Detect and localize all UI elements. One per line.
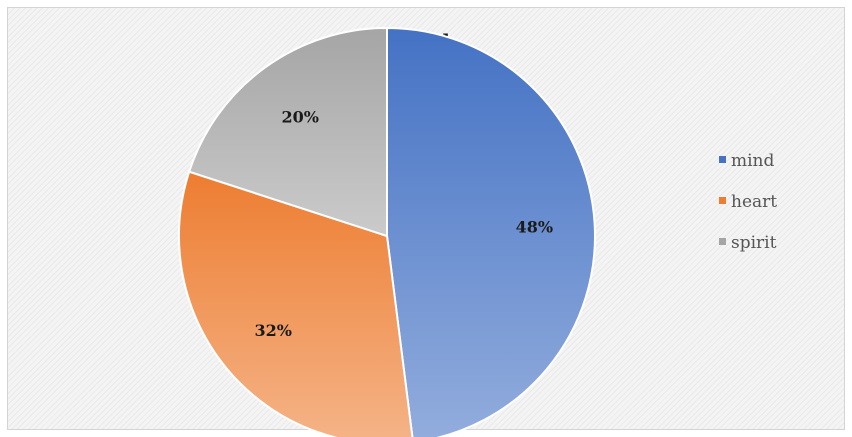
pie-slice-heart xyxy=(178,170,414,437)
legend-label-mind: mind xyxy=(731,151,775,171)
data-label-mind: 48% xyxy=(516,218,553,237)
pie-slice-mind xyxy=(386,26,596,437)
legend-label-spirit: spirit xyxy=(731,233,777,253)
pie-data-labels: 48% 32% 20% xyxy=(254,108,553,341)
legend-swatch-heart xyxy=(719,197,726,204)
legend-label-heart: heart xyxy=(731,192,777,212)
data-label-heart: 32% xyxy=(254,321,291,340)
chart-legend: mind heart spirit xyxy=(719,151,777,253)
pie-slice-spirit xyxy=(187,26,388,238)
data-label-spirit: 20% xyxy=(281,108,318,127)
pie-slices xyxy=(178,26,596,437)
legend-swatch-spirit xyxy=(719,238,726,245)
legend-swatch-mind xyxy=(719,156,726,163)
